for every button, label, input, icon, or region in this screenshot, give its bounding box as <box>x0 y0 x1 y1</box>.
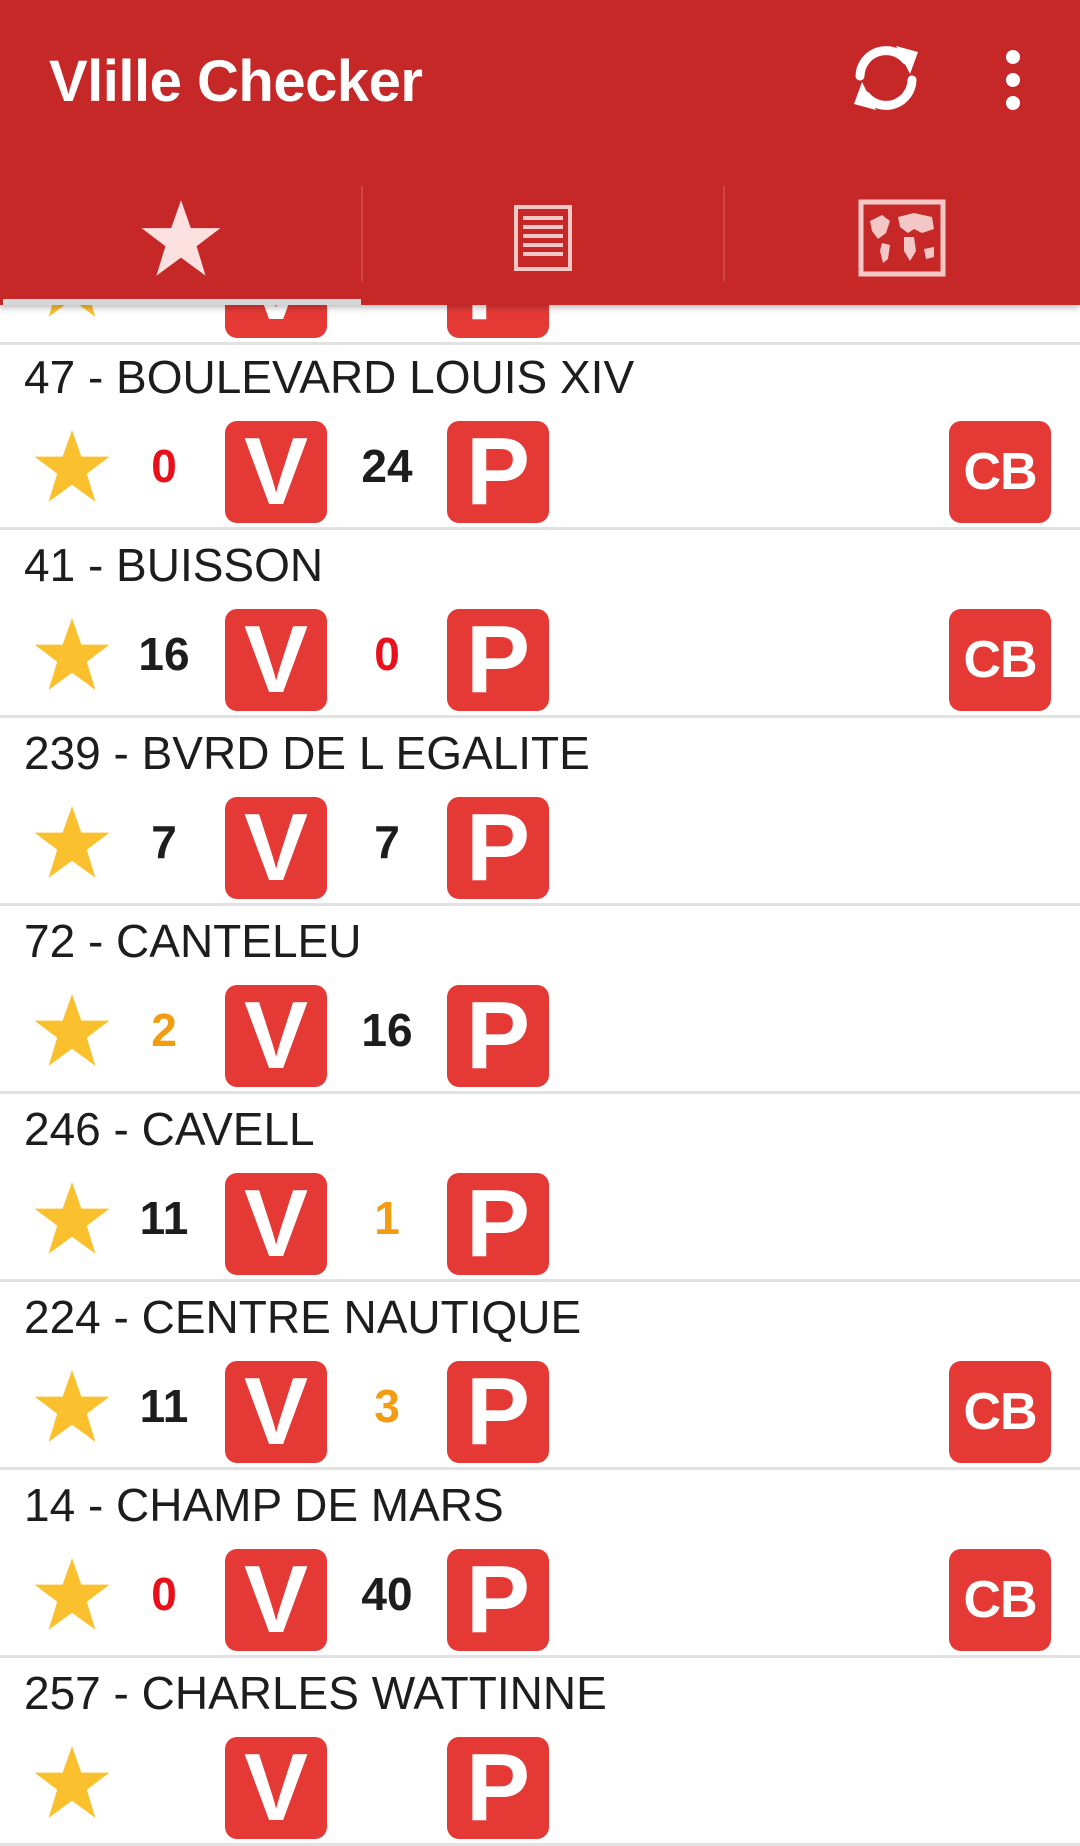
favorite-star-icon[interactable] <box>33 804 111 880</box>
bikes-v-icon: V <box>225 794 327 901</box>
bikes-v-icon: V <box>225 418 327 525</box>
station-row[interactable]: 47 - BOULEVARD LOUIS XIV 0 V 24 P CB <box>0 342 1080 530</box>
star-shape <box>34 994 110 1066</box>
bikes-v-icon: V <box>225 1546 327 1653</box>
parking-p-icon: P <box>447 794 549 901</box>
refresh-icon <box>854 46 918 110</box>
available-bikes-count: 0 <box>151 1568 177 1620</box>
tab-divider <box>723 186 725 281</box>
favorite-star-icon[interactable] <box>33 616 111 692</box>
star-shape <box>34 1746 110 1818</box>
station-row[interactable]: 257 - CHARLES WATTINNE V P <box>0 1658 1080 1846</box>
available-bikes-count: 16 <box>138 628 190 680</box>
available-bikes-count: 0 <box>151 440 177 492</box>
bikes-v-icon: V <box>225 1358 327 1465</box>
star-shape <box>34 1558 110 1630</box>
star-shape <box>34 430 110 502</box>
selected-tab-indicator <box>3 299 361 305</box>
bikes-v-icon: V <box>225 982 327 1089</box>
parking-p-icon: P <box>447 606 549 713</box>
available-bikes-count: 11 <box>139 1192 189 1244</box>
credit-card-badge: CB <box>949 609 1051 711</box>
available-stands-count: 24 <box>361 440 413 492</box>
favorite-star-icon[interactable] <box>33 1744 111 1820</box>
parking-p-icon: P <box>447 1546 549 1653</box>
available-stands-count: 3 <box>374 1380 400 1432</box>
station-name: 224 - CENTRE NAUTIQUE <box>24 1291 582 1343</box>
app-bar: Vlille Checker <box>0 0 1080 305</box>
star-shape <box>34 1182 110 1254</box>
refresh-button[interactable] <box>848 38 924 118</box>
station-row[interactable]: 41 - BUISSON 16 V 0 P CB <box>0 530 1080 718</box>
station-name: 47 - BOULEVARD LOUIS XIV <box>24 351 635 403</box>
favorite-star-icon[interactable] <box>33 1556 111 1632</box>
star-shape <box>34 618 110 690</box>
parking-p-icon: P <box>447 1734 549 1841</box>
station-name: 41 - BUISSON <box>24 539 324 591</box>
available-stands-count: 40 <box>361 1568 413 1620</box>
parking-p-icon: P <box>447 982 549 1089</box>
tab-favorites[interactable] <box>0 170 361 305</box>
overflow-menu-button[interactable] <box>995 45 1031 115</box>
station-row[interactable]: 246 - CAVELL 11 V 1 P <box>0 1094 1080 1282</box>
credit-card-badge: CB <box>949 1549 1051 1651</box>
available-stands-count: 0 <box>374 628 400 680</box>
available-stands-count: 1 <box>374 1192 400 1244</box>
bikes-v-icon: V <box>225 1734 327 1841</box>
star-icon <box>141 199 220 276</box>
available-bikes-count: 7 <box>151 816 177 868</box>
credit-card-badge: CB <box>949 421 1051 523</box>
star-shape <box>34 1370 110 1442</box>
favorite-star-icon[interactable] <box>33 992 111 1068</box>
station-row[interactable]: 14 - CHAMP DE MARS 0 V 40 P CB <box>0 1470 1080 1658</box>
app-title: Vlille Checker <box>49 49 423 114</box>
station-row[interactable]: 239 - BVRD DE L EGALITE 7 V 7 P <box>0 718 1080 906</box>
tab-map[interactable] <box>724 170 1080 305</box>
parking-p-icon: P <box>447 418 549 525</box>
bikes-v-icon: V <box>225 606 327 713</box>
available-bikes-count: 11 <box>139 1380 189 1432</box>
favorite-star-icon[interactable] <box>33 1180 111 1256</box>
available-stands-count: 16 <box>361 1004 413 1056</box>
credit-card-badge: CB <box>949 1361 1051 1463</box>
available-stands-count: 7 <box>374 816 400 868</box>
tab-divider <box>361 186 363 281</box>
station-name: 239 - BVRD DE L EGALITE <box>24 727 590 779</box>
available-bikes-count: 2 <box>151 1004 177 1056</box>
star-shape <box>34 806 110 878</box>
favorite-star-icon[interactable] <box>33 428 111 504</box>
parking-p-icon: P <box>447 1358 549 1465</box>
parking-p-icon: P <box>447 1170 549 1277</box>
station-name: 14 - CHAMP DE MARS <box>24 1479 504 1531</box>
favorite-star-icon[interactable] <box>33 1368 111 1444</box>
tab-list[interactable] <box>362 170 723 305</box>
list-icon <box>513 204 572 271</box>
station-row[interactable]: 72 - CANTELEU 2 V 16 P <box>0 906 1080 1094</box>
station-name: 72 - CANTELEU <box>24 915 362 967</box>
more-vertical-icon <box>1006 50 1020 110</box>
station-row[interactable]: 224 - CENTRE NAUTIQUE 11 V 3 P CB <box>0 1282 1080 1470</box>
station-name: 246 - CAVELL <box>24 1103 315 1155</box>
station-name: 257 - CHARLES WATTINNE <box>24 1667 607 1719</box>
bikes-v-icon: V <box>225 1170 327 1277</box>
world-map-icon <box>858 199 946 276</box>
